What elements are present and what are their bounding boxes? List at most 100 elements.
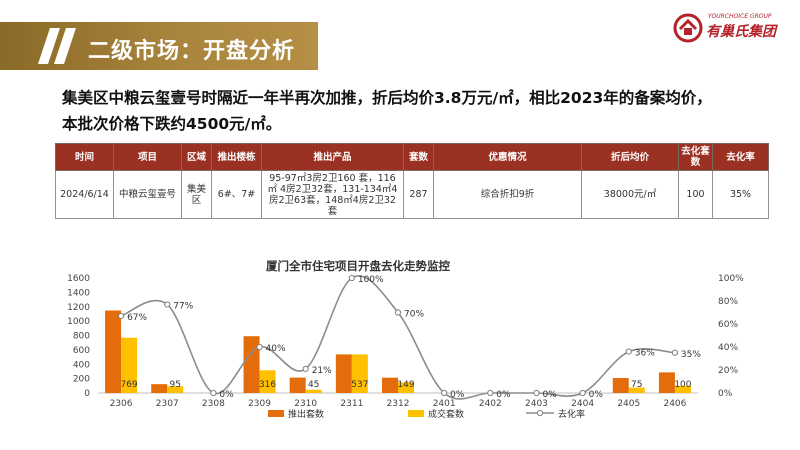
header-discount: 优惠情况 [433, 143, 582, 171]
y-right-tick-label: 100% [718, 274, 744, 284]
legend-sold-label: 成交套数 [428, 408, 464, 420]
rate-data-label: 0% [589, 390, 604, 400]
x-tick-label: 2404 [571, 399, 594, 409]
header-products: 推出产品 [261, 143, 404, 171]
headline: 集美区中粮云玺壹号时隔近一年半再次加推，折后均价3.8万元/㎡，相比2023年的… [62, 85, 762, 137]
header: 二级市场：开盘分析 YOURCHOICE GROUP 有巢氏集团 [0, 0, 800, 70]
rate-point [487, 389, 494, 397]
sold-data-label: 316 [259, 380, 276, 390]
cell-products: 95-97㎡3房2卫160 套，116 ㎡ 4房2卫32套，131-134㎡4房… [261, 170, 404, 219]
y-left-tick-label: 200 [73, 375, 90, 385]
slash-decoration-icon [38, 28, 76, 64]
rate-data-label: 40% [266, 344, 286, 354]
rate-point [579, 389, 586, 397]
cell-discount: 综合折扣9折 [433, 170, 582, 219]
y-right-tick-label: 20% [718, 366, 738, 376]
cell-date: 2024/6/14 [55, 170, 114, 219]
rate-point [256, 343, 263, 351]
header-avg-price: 折后均价 [581, 143, 679, 171]
y-left-tick-label: 600 [73, 346, 90, 356]
legend-launched-swatch [268, 410, 284, 417]
sold-data-label: 149 [397, 380, 414, 390]
cell-sold-rate: 35% [712, 170, 769, 219]
y-left-tick-label: 1600 [67, 274, 90, 284]
x-tick-label: 2311 [340, 399, 363, 409]
rate-data-label: 0% [496, 390, 511, 400]
rate-data-label: 35% [681, 350, 701, 360]
header-date: 时间 [55, 143, 114, 171]
rate-point [348, 274, 355, 282]
y-left-tick-label: 1400 [67, 288, 90, 298]
header-units: 套数 [403, 143, 434, 171]
header-sold-units: 去化套数 [678, 143, 713, 171]
sold-bar [351, 354, 368, 393]
page-title: 二级市场：开盘分析 [88, 39, 296, 64]
logo-chinese-text: 有巢氏集团 [706, 24, 776, 40]
launched-bar [612, 378, 629, 393]
x-tick-label: 2306 [110, 399, 133, 409]
header-sold-rate: 去化率 [712, 143, 769, 171]
x-tick-label: 2308 [202, 399, 225, 409]
cell-sold-units: 100 [678, 170, 713, 219]
cell-units: 287 [403, 170, 434, 219]
logo-english-text: YOURCHOICE GROUP [708, 13, 772, 20]
headline-line-1: 集美区中粮云玺壹号时隔近一年半再次加推，折后均价3.8万元/㎡，相比2023年的… [62, 89, 712, 107]
chart-title: 厦门全市住宅项目开盘去化走势监控 [266, 259, 450, 273]
header-district: 区域 [181, 143, 212, 171]
rate-point [117, 312, 125, 320]
launched-bar [151, 384, 168, 393]
cell-district: 集美区 [181, 170, 212, 219]
x-tick-label: 2401 [433, 399, 456, 409]
rate-data-label: 70% [404, 310, 424, 320]
x-tick-label: 2405 [617, 399, 640, 409]
rate-data-label: 67% [127, 313, 147, 323]
sold-data-label: 75 [631, 380, 642, 390]
legend-rate-marker [536, 409, 544, 417]
x-tick-label: 2310 [294, 399, 317, 409]
header-buildings: 推出楼栋 [211, 143, 262, 171]
cell-avg-price: 38000元/㎡ [581, 170, 679, 219]
sold-bar [121, 337, 138, 393]
launch-info-table: 时间 项目 区域 推出楼栋 推出产品 套数 优惠情况 折后均价 去化套数 去化率… [55, 143, 769, 219]
legend-launched-label: 推出套数 [288, 408, 324, 420]
rate-point [164, 301, 171, 308]
x-tick-label: 2406 [663, 399, 686, 409]
sold-bar [674, 385, 691, 393]
y-right-tick-label: 40% [718, 343, 738, 353]
sold-bar [398, 382, 414, 393]
y-left-tick-label: 1200 [67, 303, 90, 313]
rate-data-label: 77% [173, 301, 193, 311]
rate-point [671, 349, 679, 356]
launched-bar [289, 377, 306, 393]
sold-data-label: 100 [674, 380, 691, 390]
rate-point [302, 365, 309, 372]
y-left-tick-label: 400 [73, 360, 90, 370]
rate-data-label: 100% [358, 275, 384, 285]
sold-bar [259, 370, 276, 393]
y-left-tick-label: 800 [73, 332, 90, 342]
company-logo: YOURCHOICE GROUP 有巢氏集团 [672, 8, 792, 48]
y-left-tick-label: 1000 [67, 317, 90, 327]
y-left-tick-label: 0 [84, 389, 90, 399]
y-right-tick-label: 80% [718, 297, 738, 307]
x-tick-label: 2309 [248, 399, 271, 409]
sold-data-label: 769 [120, 380, 137, 390]
table-header-row: 时间 项目 区域 推出楼栋 推出产品 套数 优惠情况 折后均价 去化套数 去化率 [55, 143, 769, 171]
x-tick-label: 2403 [525, 399, 548, 409]
rate-point [394, 309, 402, 316]
rate-data-label: 0% [542, 390, 557, 400]
y-right-tick-label: 60% [718, 320, 738, 330]
legend-rate-label: 去化率 [558, 408, 585, 420]
rate-data-label: 36% [635, 349, 655, 359]
launched-bar [658, 372, 675, 393]
rate-point [533, 389, 540, 397]
sold-bar [628, 387, 645, 393]
launched-bar [382, 377, 398, 393]
sold-data-label: 95 [170, 380, 181, 390]
headline-line-2: 本批次价格下跌约4500元/㎡。 [62, 115, 282, 133]
rate-data-label: 0% [219, 390, 234, 400]
rate-data-label: 0% [450, 390, 465, 400]
launched-bar [105, 310, 122, 393]
logo-mark-icon [673, 13, 703, 43]
rate-point [210, 389, 217, 397]
